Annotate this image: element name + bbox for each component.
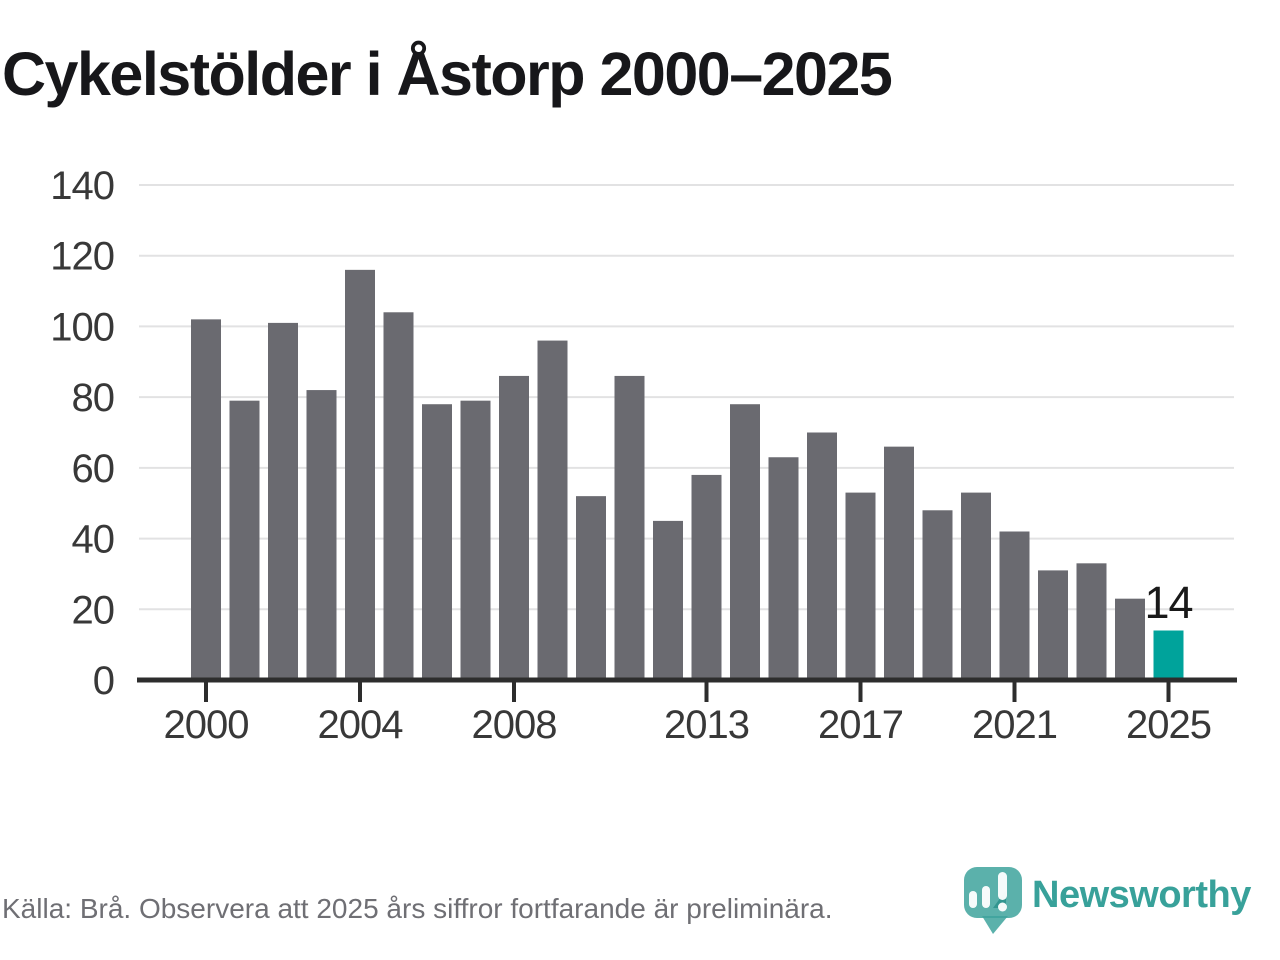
y-tick-label: 100 [50,305,114,349]
bar [768,457,799,680]
x-tick-label: 2004 [318,703,404,747]
bar [999,531,1030,680]
bar [884,446,914,680]
bar [383,312,414,680]
bar-chart: 0 20 40 60 80 100 120 140 2000 2004 2008 2013 2017 20… [50,164,1237,747]
bar [614,375,645,680]
x-tick-label: 2017 [818,703,903,747]
y-tick-label: 20 [72,588,115,632]
newsworthy-logo-text: Newsworthy [1032,874,1251,916]
bar [229,400,260,680]
bar [345,269,375,680]
bar [922,510,953,680]
bar [537,340,568,680]
x-tick-label: 2008 [472,703,557,747]
y-tick-label: 0 [93,659,114,703]
bar [1076,563,1107,680]
bar [191,319,221,680]
x-tick-label: 2025 [1126,703,1211,747]
bar [807,432,837,680]
y-tick-label: 140 [50,164,114,208]
bar [845,492,876,680]
bar [691,474,722,680]
bar-value-label: 14 [1144,577,1192,628]
chart-title: Cykelstölder i Åstorp 2000–2025 [2,40,893,108]
bar [306,390,337,680]
bar [576,496,606,680]
bar [422,404,452,680]
bar [460,400,491,680]
bar [1038,570,1068,680]
source-note: Källa: Brå. Observera att 2025 års siffr… [2,893,833,924]
newsworthy-logo-icon [964,867,1022,934]
y-tick-label: 60 [72,447,115,491]
bar [961,492,991,680]
x-tick-label: 2021 [972,703,1057,747]
bar [1115,598,1145,680]
bar [268,322,298,680]
y-tick-label: 40 [72,518,115,562]
bar [730,404,760,680]
y-tick-label: 120 [50,235,114,279]
x-tick-label: 2000 [164,703,249,747]
bar-highlighted [1153,630,1184,680]
x-tick-label: 2013 [664,703,749,747]
y-tick-label: 80 [72,376,115,420]
bar [499,375,529,680]
speech-bubble-icon [964,867,1022,934]
bar [653,520,683,680]
